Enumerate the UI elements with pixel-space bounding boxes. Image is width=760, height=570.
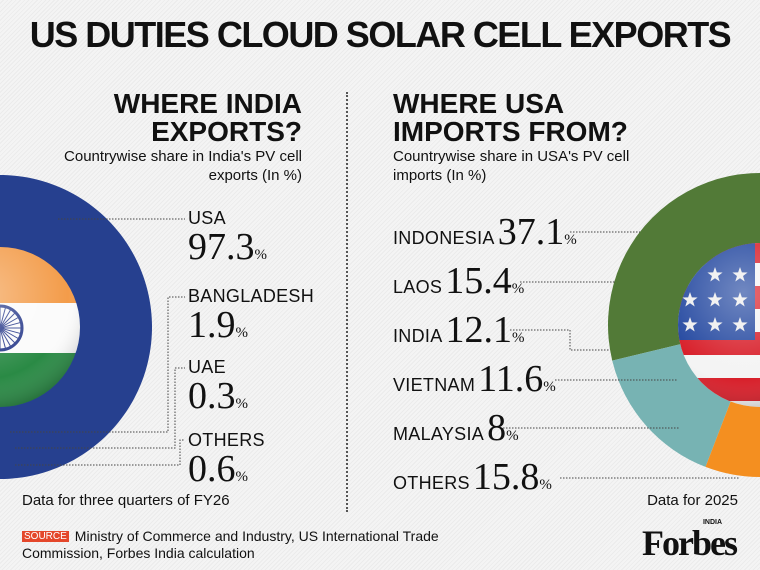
page-title: US DUTIES CLOUD SOLAR CELL EXPORTS: [29, 14, 732, 55]
divider: [346, 92, 348, 512]
unit-label: %: [235, 325, 249, 341]
source-badge: SOURCE: [22, 531, 69, 542]
source-note: SOURCE Ministry of Commerce and Industry,…: [22, 528, 482, 561]
label-malaysia: MALAYSIA 8%: [393, 409, 519, 447]
label-others: OTHERS 0.6%: [188, 430, 265, 488]
leader-line: [10, 296, 185, 433]
value-label: 97.3: [188, 226, 255, 268]
category-label: LAOS: [393, 277, 443, 297]
value-label: 1.9: [188, 304, 236, 346]
value-label: 15.8: [472, 456, 540, 498]
right-chart-title: WHERE USA IMPORTS FROM?: [393, 88, 628, 147]
category-label: MALAYSIA: [393, 424, 485, 444]
category-label: BANGLADESH: [188, 286, 315, 306]
unit-label: %: [235, 469, 249, 485]
unit-label: %: [539, 477, 552, 493]
left-chart-note: Data for three quarters of FY26: [22, 492, 230, 509]
value-label: 11.6: [478, 358, 544, 400]
category-label: VIETNAM: [393, 375, 476, 395]
forbes-india-logo: Forbes INDIA: [642, 519, 738, 564]
value-label: 37.1: [497, 211, 565, 253]
category-label: INDIA: [393, 326, 443, 346]
unit-label: %: [564, 232, 577, 248]
value-label: 8: [487, 407, 507, 449]
unit-label: %: [511, 281, 525, 297]
category-label: UAE: [188, 357, 226, 377]
category-label: OTHERS: [188, 430, 265, 450]
label-laos: LAOS 15.4%: [393, 262, 524, 300]
category-label: USA: [188, 208, 226, 228]
logo-edition: INDIA: [702, 519, 722, 526]
label-bangladesh: BANGLADESH 1.9%: [188, 286, 314, 344]
usa-flag-icon: [678, 243, 760, 407]
label-usa: USA 97.3%: [188, 208, 267, 266]
logo-name: Forbes: [642, 523, 738, 563]
left-chart-subtitle: Countrywise share in India's PV cell exp…: [64, 148, 302, 184]
unit-label: %: [254, 247, 268, 263]
label-uae: UAE 0.3%: [188, 357, 248, 415]
label-vietnam: VIETNAM 11.6%: [393, 360, 556, 398]
value-label: 12.1: [445, 309, 513, 351]
value-label: 0.3: [188, 375, 236, 417]
leader-line: [15, 439, 185, 466]
unit-label: %: [235, 396, 249, 412]
category-label: OTHERS: [393, 473, 470, 493]
left-chart-title: WHERE INDIA EXPORTS?: [113, 88, 302, 147]
label-indonesia: INDONESIA 37.1%: [393, 213, 577, 251]
value-label: 0.6: [188, 448, 236, 490]
label-india: INDIA 12.1%: [393, 311, 525, 349]
unit-label: %: [506, 428, 519, 444]
value-label: 15.4: [445, 260, 512, 302]
right-chart-subtitle: Countrywise share in USA's PV cell impor…: [393, 148, 630, 184]
leader-line: [510, 329, 610, 351]
source-text: Ministry of Commerce and Industry, US In…: [22, 528, 439, 561]
unit-label: %: [512, 330, 525, 346]
label-others: OTHERS 15.8%: [393, 458, 552, 496]
category-label: INDONESIA: [393, 228, 495, 248]
unit-label: %: [543, 379, 556, 395]
right-chart-note: Data for 2025: [647, 492, 738, 509]
